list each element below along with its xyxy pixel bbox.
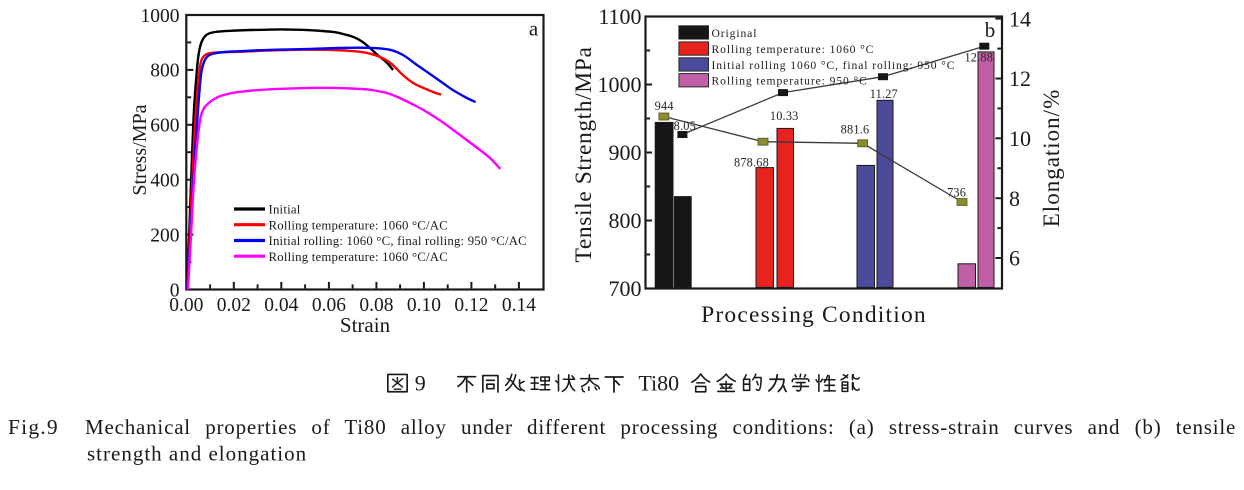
svg-text:12.88: 12.88 — [964, 51, 993, 65]
svg-text:200: 200 — [150, 225, 179, 246]
svg-text:14: 14 — [1009, 6, 1031, 31]
svg-text:8: 8 — [1009, 186, 1020, 211]
svg-text:Rolling temperature: 1060 °C: Rolling temperature: 1060 °C — [712, 43, 875, 56]
svg-text:0.12: 0.12 — [454, 295, 488, 316]
svg-text:0.14: 0.14 — [502, 295, 536, 316]
svg-text:600: 600 — [150, 116, 179, 137]
svg-text:Rolling temperature: 950 °C: Rolling temperature: 950 °C — [712, 75, 868, 88]
svg-text:Elongation/%: Elongation/% — [1039, 89, 1064, 227]
svg-text:881.6: 881.6 — [841, 123, 870, 137]
svg-text:b: b — [985, 18, 996, 42]
svg-text:Rolling temperature: 1060 °C/A: Rolling temperature: 1060 °C/AC — [269, 218, 448, 232]
svg-text:11.27: 11.27 — [870, 87, 898, 101]
svg-text:Original: Original — [712, 27, 758, 40]
svg-text:Processing Condition: Processing Condition — [701, 302, 927, 328]
svg-text:10.33: 10.33 — [770, 109, 799, 123]
svg-text:Stress/MPa: Stress/MPa — [129, 104, 151, 195]
svg-text:700: 700 — [609, 276, 642, 301]
svg-text:1000: 1000 — [141, 6, 180, 27]
svg-text:Initial rolling: 1060 °C, fina: Initial rolling: 1060 °C, final rolling:… — [269, 234, 527, 248]
svg-text:Strain: Strain — [340, 313, 391, 337]
svg-text:736: 736 — [947, 186, 966, 200]
svg-text:8.05: 8.05 — [674, 119, 696, 133]
svg-text:Initial rolling 1060 °C, fina: Initial rolling 1060 °C, final rolling: … — [712, 59, 956, 72]
svg-text:1100: 1100 — [598, 4, 641, 29]
svg-text:12: 12 — [1009, 66, 1031, 91]
svg-text:878.68: 878.68 — [734, 155, 769, 169]
svg-text:900: 900 — [609, 140, 642, 165]
svg-text:1000: 1000 — [598, 72, 642, 97]
svg-text:0.04: 0.04 — [264, 295, 298, 316]
svg-text:0: 0 — [170, 280, 180, 301]
svg-text:0.02: 0.02 — [217, 295, 251, 316]
svg-text:Fig.9: Fig.9 — [8, 415, 59, 439]
svg-text:0.00: 0.00 — [169, 295, 203, 316]
svg-text:10: 10 — [1009, 126, 1031, 151]
svg-text:0.08: 0.08 — [359, 295, 393, 316]
svg-text:944: 944 — [655, 99, 674, 113]
svg-text:strength and elongation: strength and elongation — [87, 442, 307, 466]
svg-text:Initial: Initial — [269, 203, 301, 217]
svg-text:400: 400 — [150, 171, 179, 192]
svg-text:a: a — [529, 17, 539, 41]
svg-text:Tensile Strength/MPa: Tensile Strength/MPa — [571, 47, 597, 263]
svg-text:0.06: 0.06 — [312, 295, 346, 316]
svg-text:800: 800 — [150, 61, 179, 82]
svg-text:800: 800 — [609, 208, 642, 233]
svg-text:6: 6 — [1009, 246, 1020, 271]
svg-text:0.10: 0.10 — [407, 295, 441, 316]
svg-text:Rolling temperature: 1060 °C/A: Rolling temperature: 1060 °C/AC — [269, 250, 448, 264]
svg-text:9: 9 — [415, 371, 426, 396]
svg-text:Ti80: Ti80 — [638, 371, 679, 396]
svg-text:Mechanical properties of Ti80: Mechanical properties of Ti80 alloy unde… — [85, 415, 1236, 439]
